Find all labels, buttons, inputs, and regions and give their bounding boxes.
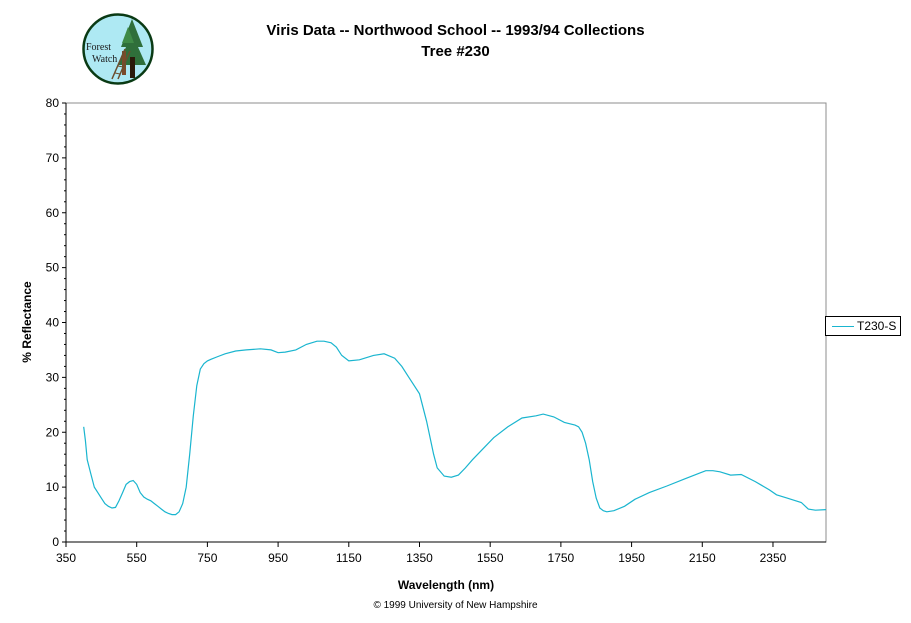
x-axis-ticks: 350 550 750 950 1150 1350 1550 1750 1950 2150 2350 <box>56 542 787 565</box>
y-tick-label: 0 <box>52 535 59 549</box>
x-tick-label: 1550 <box>477 551 504 565</box>
y-tick-label: 80 <box>46 96 60 110</box>
y-tick-label: 40 <box>46 316 60 330</box>
legend-swatch <box>832 326 854 327</box>
x-axis-title: Wavelength (nm) <box>398 578 494 592</box>
logo-text-forest: Forest <box>86 42 111 53</box>
x-tick-label: 950 <box>268 551 288 565</box>
y-axis-title: % Reflectance <box>20 281 34 363</box>
y-tick-label: 50 <box>46 261 60 275</box>
chart-subtitle: Tree #230 <box>421 43 490 60</box>
y-tick-label: 30 <box>46 370 60 384</box>
x-tick-label: 1150 <box>336 551 362 565</box>
x-tick-label: 1950 <box>618 551 645 565</box>
x-tick-label: 1750 <box>548 551 575 565</box>
logo-text-watch: Watch <box>92 54 117 65</box>
copyright-text: © 1999 University of New Hampshire <box>373 600 538 611</box>
y-axis-ticks: 0 10 20 30 40 50 60 70 80 <box>46 96 66 549</box>
series-layer <box>83 340 827 516</box>
x-tick-label: 1350 <box>406 551 433 565</box>
y-tick-label: 60 <box>46 206 60 220</box>
y-tick-label: 70 <box>46 151 60 165</box>
legend: T230-S <box>825 316 901 336</box>
y-tick-label: 20 <box>46 425 60 439</box>
y-tick-label: 10 <box>46 480 60 494</box>
x-tick-label: 350 <box>56 551 76 565</box>
x-tick-label: 2350 <box>760 551 787 565</box>
chart-title: Viris Data -- Northwood School -- 1993/9… <box>266 22 645 39</box>
legend-label: T230-S <box>857 319 897 333</box>
series-line-t230-s <box>83 340 827 516</box>
x-tick-label: 750 <box>197 551 217 565</box>
forest-watch-logo: Forest Watch <box>82 13 154 85</box>
x-tick-label: 2150 <box>689 551 716 565</box>
x-tick-label: 550 <box>127 551 147 565</box>
